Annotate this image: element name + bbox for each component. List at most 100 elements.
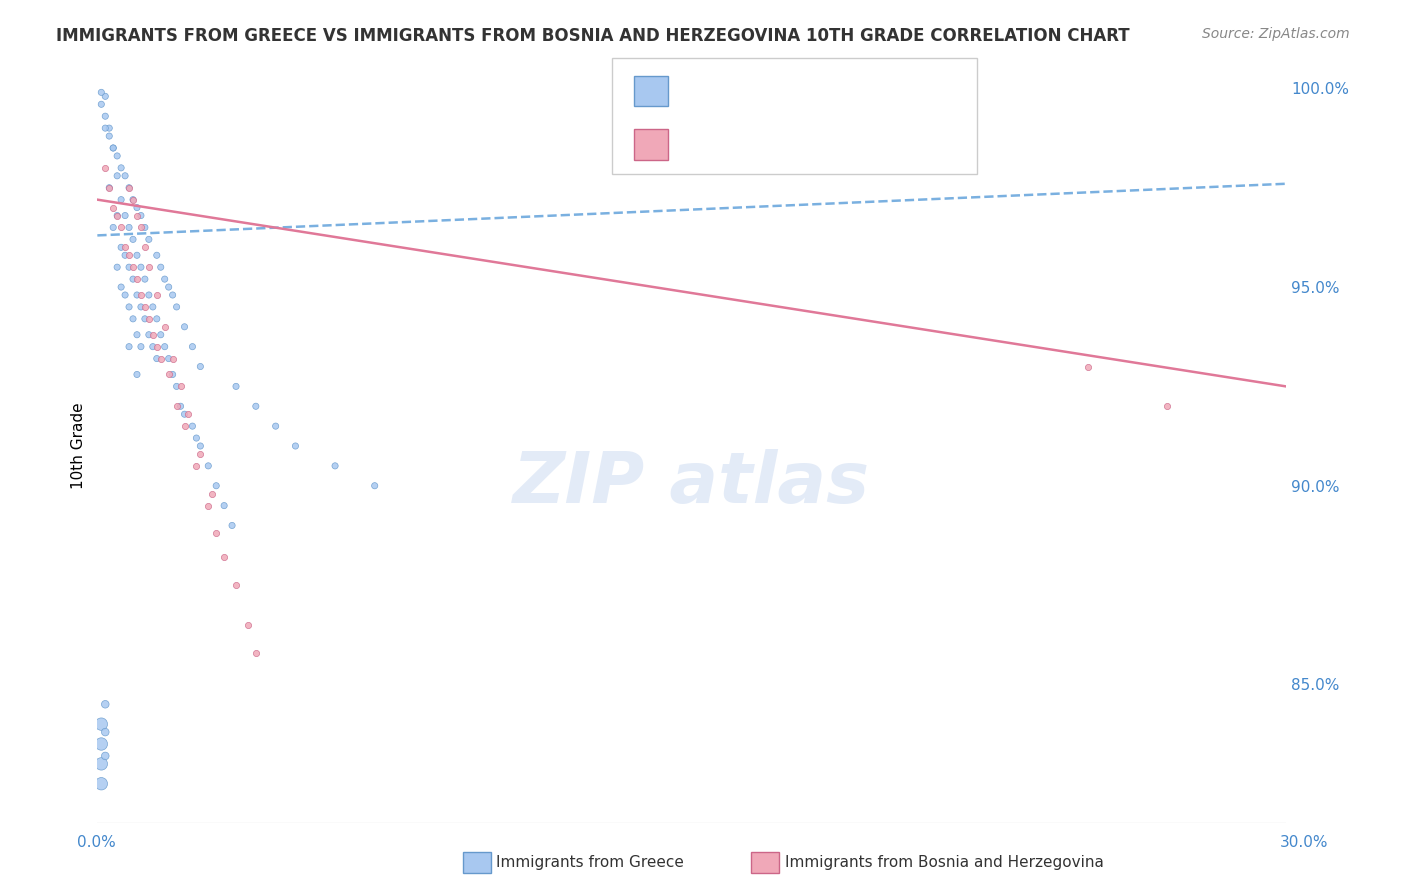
Point <box>90 717 112 731</box>
Point <box>105 149 128 163</box>
Point <box>205 479 228 493</box>
Point <box>169 379 191 393</box>
Text: R =: R = <box>675 136 706 153</box>
Point <box>98 129 121 144</box>
Y-axis label: 10th Grade: 10th Grade <box>72 402 86 490</box>
Point <box>94 109 117 123</box>
Point <box>90 737 112 751</box>
Point <box>149 327 172 342</box>
Point <box>142 300 165 314</box>
Text: R =: R = <box>675 82 706 100</box>
Point <box>129 288 152 302</box>
Point <box>122 272 145 286</box>
Point <box>221 518 243 533</box>
Point <box>122 193 145 207</box>
Point <box>284 439 307 453</box>
Point <box>225 379 247 393</box>
Point <box>110 280 132 294</box>
Point <box>173 419 195 434</box>
Text: 0.031: 0.031 <box>714 82 766 100</box>
Point <box>181 419 204 434</box>
Text: -0.159: -0.159 <box>714 136 773 153</box>
Point <box>98 180 121 194</box>
Point <box>118 180 141 194</box>
Text: N =: N = <box>785 136 815 153</box>
Point <box>153 319 176 334</box>
Text: Immigrants from Greece: Immigrants from Greece <box>496 855 685 870</box>
Point <box>146 340 169 354</box>
Point <box>105 169 128 183</box>
Point <box>114 288 136 302</box>
Point <box>173 319 195 334</box>
Point <box>94 748 117 763</box>
Point <box>103 201 125 215</box>
Point <box>134 311 156 326</box>
Point <box>186 458 208 473</box>
Point <box>94 698 117 712</box>
Point <box>142 340 165 354</box>
Point <box>236 617 259 632</box>
Point <box>162 351 184 366</box>
Point <box>122 311 145 326</box>
Point <box>94 121 117 136</box>
Point <box>122 193 145 207</box>
Text: Source: ZipAtlas.com: Source: ZipAtlas.com <box>1202 27 1350 41</box>
Point <box>146 248 169 262</box>
Point <box>142 327 165 342</box>
Point <box>166 300 188 314</box>
Point <box>114 240 136 254</box>
Point <box>94 161 117 175</box>
Point <box>363 479 385 493</box>
Text: 40: 40 <box>824 136 846 153</box>
Text: 0.0%: 0.0% <box>77 836 117 850</box>
Text: IMMIGRANTS FROM GREECE VS IMMIGRANTS FROM BOSNIA AND HERZEGOVINA 10TH GRADE CORR: IMMIGRANTS FROM GREECE VS IMMIGRANTS FRO… <box>56 27 1130 45</box>
Point <box>134 240 156 254</box>
Point <box>264 419 287 434</box>
Point <box>98 121 121 136</box>
Point <box>110 161 132 175</box>
Point <box>138 232 160 246</box>
Point <box>90 97 112 112</box>
Point <box>146 311 169 326</box>
Point <box>162 288 184 302</box>
Point <box>114 248 136 262</box>
Point <box>153 272 176 286</box>
Point <box>190 447 212 461</box>
Point <box>118 340 141 354</box>
Point <box>90 777 112 791</box>
Point <box>138 260 160 275</box>
Point <box>190 359 212 374</box>
Point <box>125 368 148 382</box>
Point <box>166 379 188 393</box>
Point <box>181 340 204 354</box>
Point <box>122 232 145 246</box>
Point <box>197 499 219 513</box>
Point <box>110 240 132 254</box>
Text: 30.0%: 30.0% <box>1281 836 1329 850</box>
Point <box>129 260 152 275</box>
Text: Immigrants from Bosnia and Herzegovina: Immigrants from Bosnia and Herzegovina <box>785 855 1104 870</box>
Point <box>134 300 156 314</box>
Point <box>1077 359 1099 374</box>
Point <box>134 220 156 235</box>
Point <box>125 248 148 262</box>
Point <box>98 180 121 194</box>
Point <box>125 288 148 302</box>
Point <box>118 248 141 262</box>
Point <box>125 201 148 215</box>
Point <box>94 89 117 103</box>
Point <box>205 526 228 541</box>
Point <box>129 300 152 314</box>
Point <box>118 260 141 275</box>
Point <box>129 340 152 354</box>
Point <box>157 280 180 294</box>
Point <box>157 368 180 382</box>
Point <box>122 260 145 275</box>
Point <box>125 272 148 286</box>
Point <box>245 646 267 660</box>
Point <box>1156 399 1178 413</box>
Point <box>90 756 112 771</box>
Point <box>138 288 160 302</box>
Point <box>118 220 141 235</box>
Point <box>153 340 176 354</box>
